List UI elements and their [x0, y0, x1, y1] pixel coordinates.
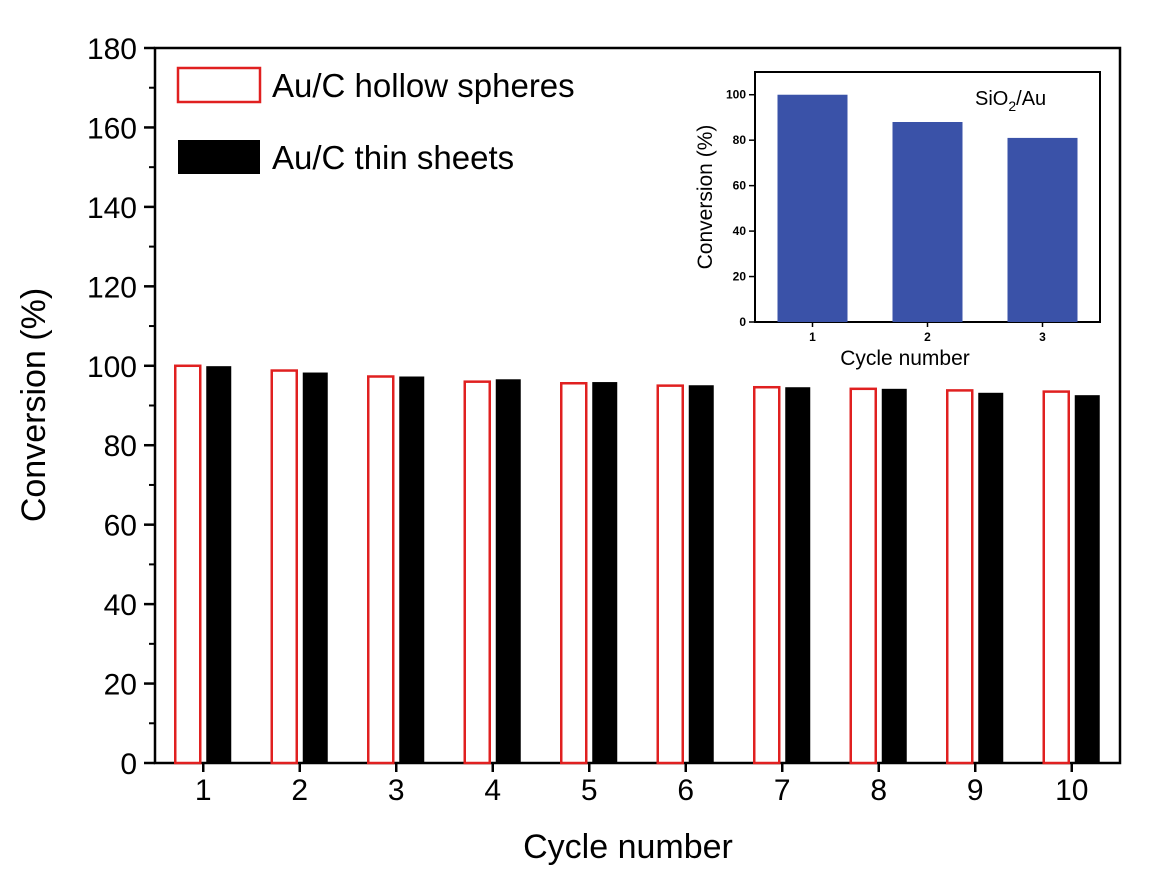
- inset-bar-2: [892, 122, 963, 322]
- main-x-tick-label: 1: [195, 774, 212, 807]
- main-y-tick-label: 100: [87, 351, 137, 384]
- inset-x-ticks: 1 2 3: [809, 322, 1046, 344]
- bar-thin-sheets-6: [688, 385, 714, 763]
- inset-y-ticks: 0 20 40 60 80 100: [726, 88, 755, 329]
- main-y-ticks: 0 20 40 60 80 100 120 140 160 180: [87, 33, 155, 781]
- inset-y-tick-label: 80: [733, 133, 747, 147]
- main-x-tick-label: 9: [967, 774, 984, 807]
- inset-x-tick-label: 2: [924, 330, 931, 344]
- bar-hollow-spheres-3: [367, 375, 395, 765]
- main-y-tick-label: 60: [104, 510, 137, 543]
- legend-label-thin-sheets: Au/C thin sheets: [272, 139, 514, 176]
- bar-hollow-spheres-9: [946, 389, 974, 765]
- bar-thin-sheets-5: [592, 382, 618, 763]
- main-x-tick-label: 5: [581, 774, 598, 807]
- bar-thin-sheets-9: [978, 392, 1004, 763]
- inset-y-tick-label: 40: [733, 224, 747, 238]
- main-x-tick-label: 10: [1055, 774, 1088, 807]
- main-y-tick-label: 80: [104, 430, 137, 463]
- bar-hollow-spheres-5: [560, 382, 588, 765]
- inset-y-tick-label: 60: [733, 179, 747, 193]
- inset-bars: [777, 94, 1078, 323]
- main-y-tick-label: 120: [87, 271, 137, 304]
- legend: Au/C hollow spheres Au/C thin sheets: [176, 66, 575, 176]
- bar-thin-sheets-3: [399, 376, 425, 763]
- inset-y-tick-label: 20: [733, 270, 747, 284]
- inset-x-tick-label: 1: [809, 330, 816, 344]
- main-y-tick-label: 20: [104, 669, 137, 702]
- inset-y-tick-label: 100: [726, 88, 746, 102]
- main-x-tick-label: 2: [291, 774, 308, 807]
- legend-label-hollow-spheres: Au/C hollow spheres: [272, 67, 575, 104]
- main-x-tick-label: 6: [677, 774, 694, 807]
- main-y-tick-label: 40: [104, 589, 137, 622]
- main-y-tick-label: 0: [120, 748, 137, 781]
- bar-thin-sheets-4: [495, 379, 521, 763]
- main-y-axis-label: Conversion (%): [15, 288, 53, 522]
- bar-hollow-spheres-2: [270, 369, 298, 765]
- main-x-tick-label: 7: [774, 774, 791, 807]
- inset-x-axis-label: Cycle number: [840, 347, 970, 370]
- inset-x-tick-label: 3: [1039, 330, 1046, 344]
- inset-annotation: SiO2/Au: [975, 88, 1046, 114]
- bar-thin-sheets-10: [1074, 395, 1100, 763]
- inset-y-tick-label: 0: [739, 315, 746, 329]
- bar-hollow-spheres-7: [753, 385, 781, 765]
- inset-chart: 0 20 40 60 80 100 1 2 3 SiO2/Au Cycle number Co…: [694, 71, 1101, 370]
- bar-thin-sheets-8: [881, 388, 907, 763]
- inset-bar-3: [1007, 137, 1078, 322]
- inset-y-axis-label: Conversion (%): [694, 125, 717, 270]
- bar-hollow-spheres-4: [463, 380, 491, 765]
- inset-bar-1: [777, 94, 848, 323]
- main-y-tick-label: 140: [87, 192, 137, 225]
- main-y-tick-label: 180: [87, 33, 137, 66]
- bar-hollow-spheres-10: [1042, 390, 1070, 765]
- bar-thin-sheets-1: [206, 366, 232, 763]
- legend-swatch-thin-sheets: [178, 140, 260, 174]
- bar-hollow-spheres-1: [174, 364, 202, 765]
- bar-hollow-spheres-6: [656, 384, 684, 765]
- main-x-ticks: 1 2 3 4 5 6 7 8 9 10: [195, 763, 1088, 807]
- main-x-tick-label: 4: [484, 774, 501, 807]
- main-bars: [174, 364, 1100, 765]
- main-x-tick-label: 8: [870, 774, 887, 807]
- bar-thin-sheets-7: [785, 387, 811, 763]
- main-x-tick-label: 3: [388, 774, 405, 807]
- main-x-axis-label: Cycle number: [523, 828, 733, 866]
- bar-thin-sheets-2: [302, 372, 328, 763]
- bar-hollow-spheres-8: [849, 387, 877, 765]
- main-y-tick-label: 160: [87, 112, 137, 145]
- legend-swatch-hollow-spheres: [176, 66, 262, 104]
